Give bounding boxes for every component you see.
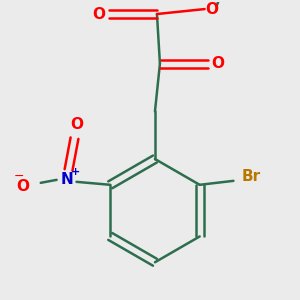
- Text: O: O: [16, 179, 29, 194]
- Text: O: O: [206, 2, 219, 16]
- Text: N: N: [60, 172, 73, 188]
- Text: O: O: [92, 7, 105, 22]
- Text: Br: Br: [242, 169, 260, 184]
- Text: −: −: [14, 170, 24, 183]
- Text: O: O: [70, 117, 83, 132]
- Text: +: +: [71, 167, 80, 177]
- Text: O: O: [212, 56, 225, 71]
